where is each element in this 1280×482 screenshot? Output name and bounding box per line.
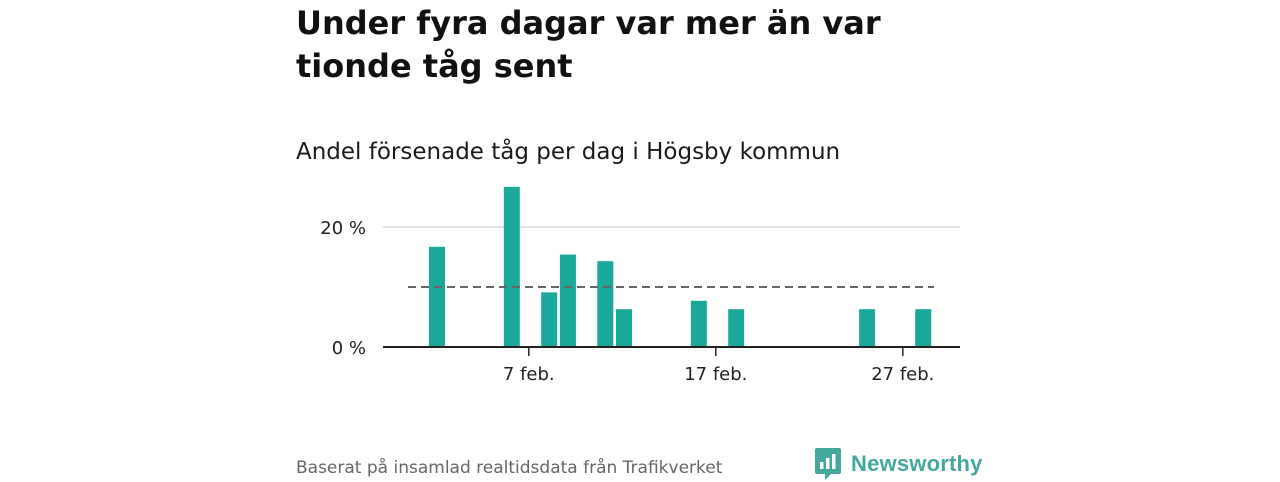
bar <box>690 300 707 347</box>
bar <box>559 254 576 347</box>
newsworthy-logo: Newsworthy <box>814 446 983 482</box>
bar <box>541 292 558 347</box>
bar-layer <box>429 186 932 347</box>
axis-layer: 0 % 20 % 7 feb. 17 feb. 27 feb. <box>320 218 960 385</box>
bar <box>915 309 932 347</box>
bar <box>728 309 745 347</box>
x-tick-label: 17 feb. <box>684 364 747 385</box>
headline: Under fyra dagar var mer än var tionde t… <box>296 4 881 85</box>
chart-title: Andel försenade tåg per dag i Högsby kom… <box>296 139 841 165</box>
x-tick-label: 7 feb. <box>503 364 555 385</box>
bar <box>859 309 876 347</box>
newsworthy-logo-icon <box>815 448 841 480</box>
logo-text: Newsworthy <box>851 451 983 476</box>
bar <box>616 309 632 347</box>
x-tick-label: 27 feb. <box>871 364 934 385</box>
bar <box>597 261 614 347</box>
bar <box>503 186 520 347</box>
source-note: Baserat på insamlad realtidsdata från Tr… <box>296 458 723 478</box>
y-tick-label: 0 % <box>332 338 366 359</box>
bar <box>429 246 445 347</box>
y-tick-label: 20 % <box>320 218 366 239</box>
